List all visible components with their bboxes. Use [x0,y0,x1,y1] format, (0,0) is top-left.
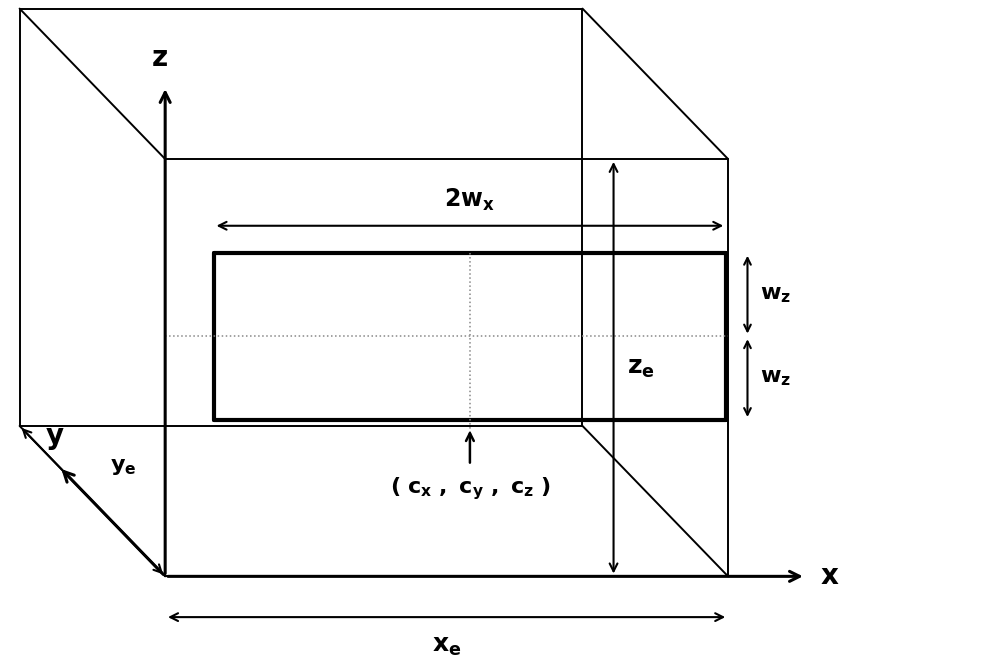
Text: y: y [45,422,64,450]
Text: x: x [820,562,838,590]
Text: 2$\mathbf{w_x}$: 2$\mathbf{w_x}$ [444,187,495,213]
Text: z: z [152,44,168,72]
Text: $\mathbf{w_z}$: $\mathbf{w_z}$ [760,284,791,305]
Text: $\mathbf{z_e}$: $\mathbf{z_e}$ [627,355,655,380]
Text: $\mathbf{( \ c_x \ , \ c_y \ , \ c_z \ )}$: $\mathbf{( \ c_x \ , \ c_y \ , \ c_z \ )… [390,475,550,502]
Text: $\mathbf{y_e}$: $\mathbf{y_e}$ [110,457,136,477]
Text: $\mathbf{x_e}$: $\mathbf{x_e}$ [432,634,461,658]
Text: $\mathbf{w_z}$: $\mathbf{w_z}$ [760,368,791,388]
